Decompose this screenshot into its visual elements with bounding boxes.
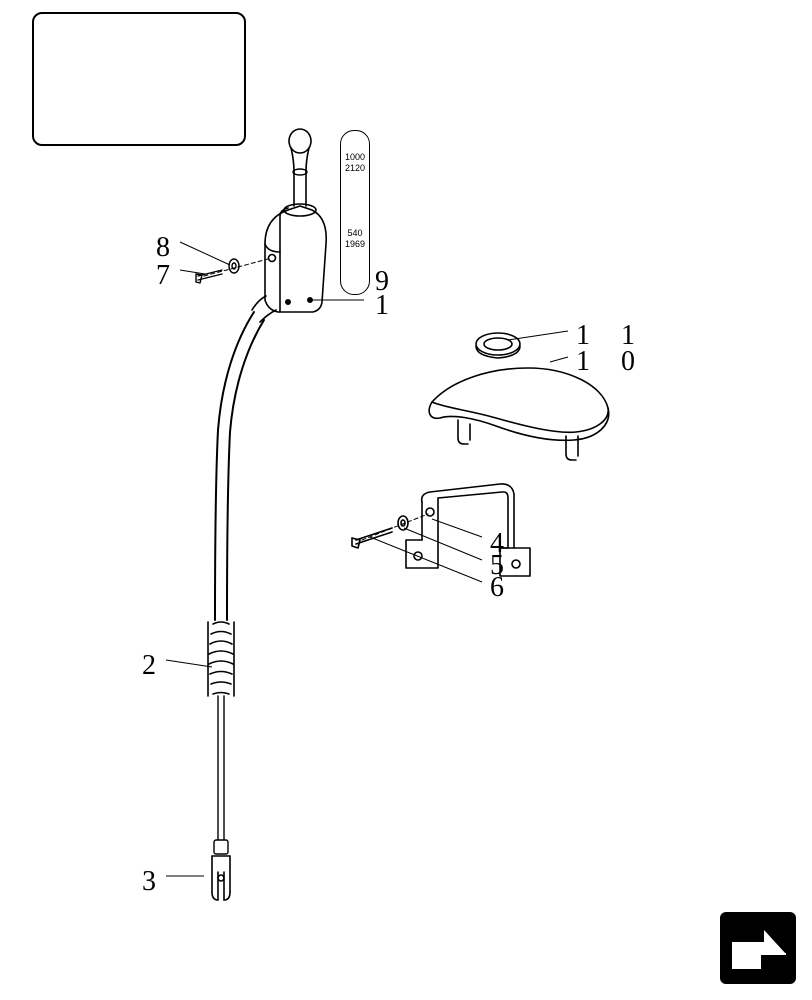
callout-leader-8 — [180, 242, 230, 265]
plate-num-1: 1000 — [341, 153, 369, 162]
callout-leader-10 — [550, 357, 568, 362]
callout-label-6: 6 — [490, 572, 506, 604]
callout-label-8: 8 — [156, 232, 172, 264]
plate-num-4: 1969 — [341, 240, 369, 249]
callout-label-7: 7 — [156, 260, 172, 292]
callout-label-3: 3 — [142, 866, 158, 898]
callout-leader-7 — [180, 270, 205, 274]
callout-leader-4 — [432, 519, 482, 537]
next-page-icon[interactable] — [720, 912, 796, 984]
plate-num-3: 540 — [341, 229, 369, 238]
callout-label-2: 2 — [142, 650, 158, 682]
callout-leader-6 — [370, 537, 482, 582]
callout-leader-2 — [166, 660, 212, 667]
callout-label-9: 9 — [375, 266, 391, 298]
diagram-canvas: 1000 2120 540 1969 1234567891 01 1 — [0, 0, 812, 1000]
callout-leader-11 — [508, 331, 568, 340]
locator-thumbnail-frame — [32, 12, 246, 146]
technical-drawing — [0, 0, 812, 1000]
callout-label-11: 1 1 — [576, 320, 647, 352]
plate-num-2: 2120 — [341, 164, 369, 173]
pto-speed-plate: 1000 2120 540 1969 — [340, 130, 370, 295]
